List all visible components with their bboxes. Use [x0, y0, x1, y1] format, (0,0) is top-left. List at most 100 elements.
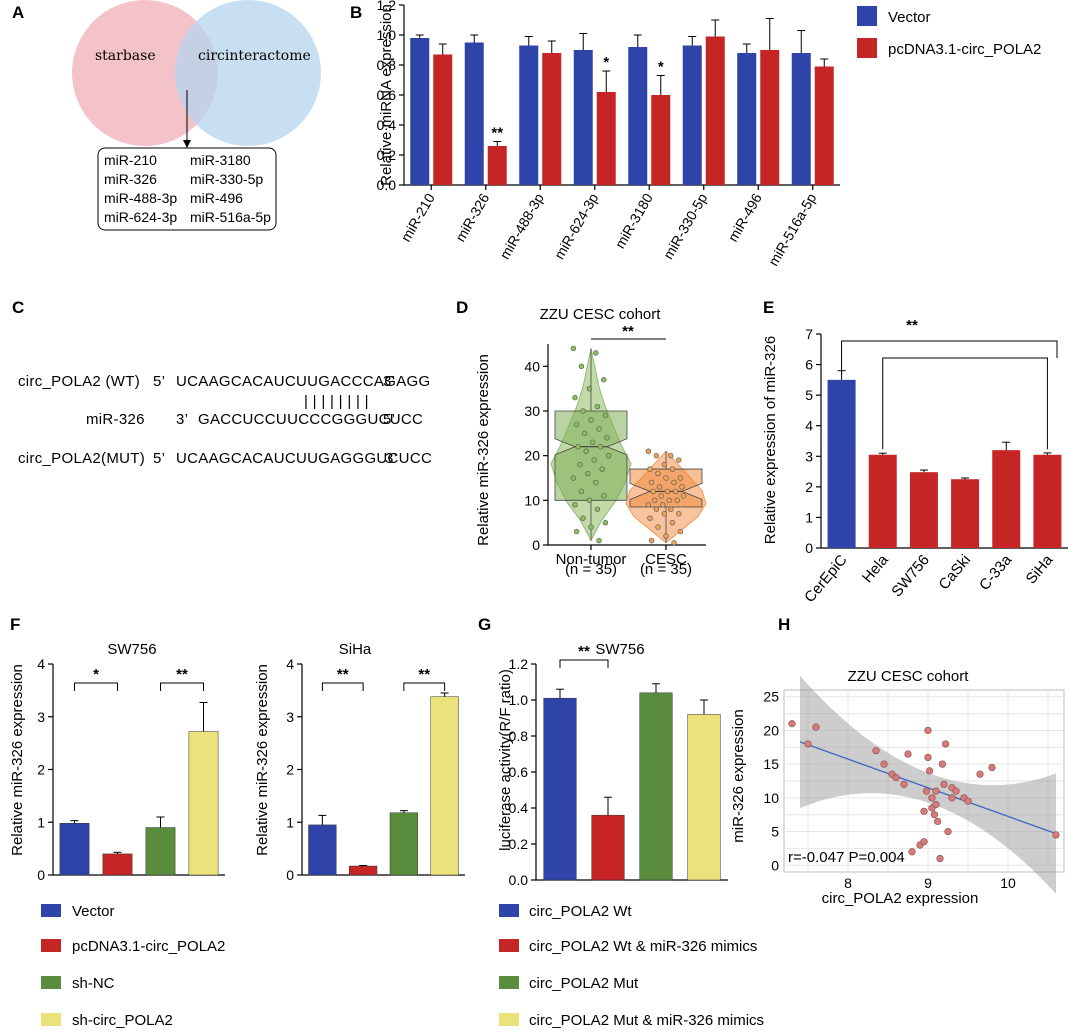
- panel-f2-ylabel: Relative miR-326 expression: [254, 664, 271, 856]
- data-point: [585, 470, 591, 477]
- data-point: [645, 502, 652, 508]
- data-point: [964, 797, 972, 805]
- data-point: [880, 760, 888, 768]
- data-point: [952, 787, 960, 795]
- bar-pcdna3-1-circ-pola2: [102, 853, 133, 876]
- bar-vector-mir-624-3p: [573, 50, 593, 185]
- data-point: [591, 457, 597, 463]
- significance-mark: **: [622, 323, 634, 340]
- y-tick-label: 4: [805, 418, 813, 434]
- wt-3prime: 3’: [383, 373, 395, 390]
- bar-pcdna3-1-circ-pola2-mir-624-3p: [596, 92, 616, 185]
- panel-h-ylabel: miR-326 expression: [730, 709, 747, 842]
- y-tick-label: 5: [805, 387, 813, 403]
- bar-sh-circ-pola2: [188, 731, 219, 876]
- panel-f1-title: SW756: [107, 641, 156, 658]
- data-point: [647, 515, 653, 521]
- bar-pcdna3-1-circ-pola2-mir-496: [760, 50, 780, 185]
- y-tick-label: 7: [805, 326, 813, 342]
- data-point: [936, 854, 944, 863]
- bar-circ-pola2-mut: [639, 692, 673, 881]
- x-tick-label: CESC: [645, 551, 687, 568]
- regression-line: [799, 741, 1057, 835]
- y-tick-label: 3: [805, 448, 813, 464]
- bar-pcdna3-1-circ-pola2-mir-516a-5p: [814, 66, 834, 185]
- data-point: [904, 750, 912, 758]
- bar-sh-circ-pola2: [430, 696, 459, 876]
- x-tick-label: miR-326: [452, 190, 492, 244]
- legend-swatch-vector: [41, 904, 61, 917]
- box-item: miR-3180: [190, 152, 251, 168]
- bar-pcdna3-1-circ-pola2-mir-326: [487, 146, 507, 185]
- data-point: [661, 511, 668, 517]
- y-tick-label: 3: [37, 709, 45, 725]
- data-point: [671, 540, 677, 546]
- y-tick-label: 3: [286, 709, 294, 725]
- y-tick-label: 1: [286, 814, 294, 830]
- significance-bracket: [160, 682, 204, 691]
- data-point: [922, 787, 931, 795]
- legend-swatch-pcdna: [41, 939, 61, 952]
- bar-vector-mir-210: [410, 38, 430, 185]
- y-tick-label: 1: [37, 814, 45, 830]
- data-point: [570, 345, 577, 352]
- y-tick-label: 6: [805, 357, 813, 373]
- panel-d-group2-n: (n = 35): [640, 561, 692, 578]
- data-point: [948, 794, 956, 802]
- data-point: [669, 519, 676, 526]
- bar-c-33a: [992, 450, 1021, 548]
- y-tick-label: 10: [524, 492, 540, 508]
- data-point: [652, 497, 658, 504]
- legend-f-shcirc: sh-circ_POLA2: [72, 1012, 173, 1029]
- data-point: [664, 488, 671, 495]
- x-tick-label: Hela: [859, 551, 892, 586]
- data-point: [594, 403, 601, 410]
- panel-b-ylabel: Relative miRNA expression: [378, 4, 395, 186]
- data-point: [932, 800, 940, 809]
- data-point: [663, 533, 669, 539]
- bar-vector-mir-516a-5p: [791, 53, 811, 185]
- panel-f1-ylabel: Relative miR-326 expression: [9, 664, 26, 856]
- panel-e-ylabel: Relative expression of miR-326: [762, 336, 779, 544]
- data-point: [577, 461, 583, 468]
- mir-name: miR-326: [86, 411, 145, 428]
- data-point: [663, 475, 669, 481]
- legend-g-mut-mimics: circ_POLA2 Mut & miR-326 mimics: [529, 1012, 764, 1029]
- panel-d-title: ZZU CESC cohort: [540, 306, 662, 323]
- box-item: miR-496: [190, 190, 243, 206]
- data-point: [593, 350, 599, 356]
- y-tick-label: 4: [37, 656, 45, 672]
- data-point: [580, 515, 586, 521]
- legend-swatch-wt: [499, 904, 519, 917]
- wt-sequence: UCAAGCACAUCUUGACCCAGAGG: [176, 373, 430, 390]
- data-point: [920, 838, 928, 846]
- bar-caski: [951, 479, 980, 548]
- data-point: [900, 780, 908, 788]
- data-point: [976, 770, 984, 778]
- panel-b: B Relative miRNA expression 0.0 0.2 0.4 0.6…: [350, 0, 1041, 269]
- mir-3prime: 3’: [176, 411, 188, 428]
- data-point: [930, 811, 939, 819]
- significance-bracket: [403, 682, 446, 691]
- data-point: [932, 787, 940, 795]
- data-point: [674, 497, 680, 504]
- data-point: [668, 452, 674, 459]
- data-point: [655, 524, 661, 530]
- data-point: [601, 493, 607, 499]
- panel-a: A starbase circinteractome miR-210 miR-3…: [12, 0, 321, 231]
- panel-d-ylabel: Relative miR-326 expression: [475, 354, 492, 546]
- data-point: [672, 488, 679, 495]
- data-point: [586, 497, 593, 504]
- box-item: miR-326: [104, 171, 157, 187]
- y-tick-label: 20: [524, 448, 540, 464]
- y-tick-label: 1.0: [377, 27, 397, 43]
- panel-c-label: C: [12, 298, 24, 317]
- y-tick-label: 15: [763, 756, 779, 772]
- bar-vector-mir-3180: [628, 47, 648, 185]
- mir-5prime: 5’: [383, 411, 395, 428]
- x-tick-label: miR-210: [398, 190, 438, 244]
- bar-vector: [59, 823, 90, 876]
- bar-vector: [308, 824, 337, 876]
- y-tick-label: 1: [805, 509, 813, 525]
